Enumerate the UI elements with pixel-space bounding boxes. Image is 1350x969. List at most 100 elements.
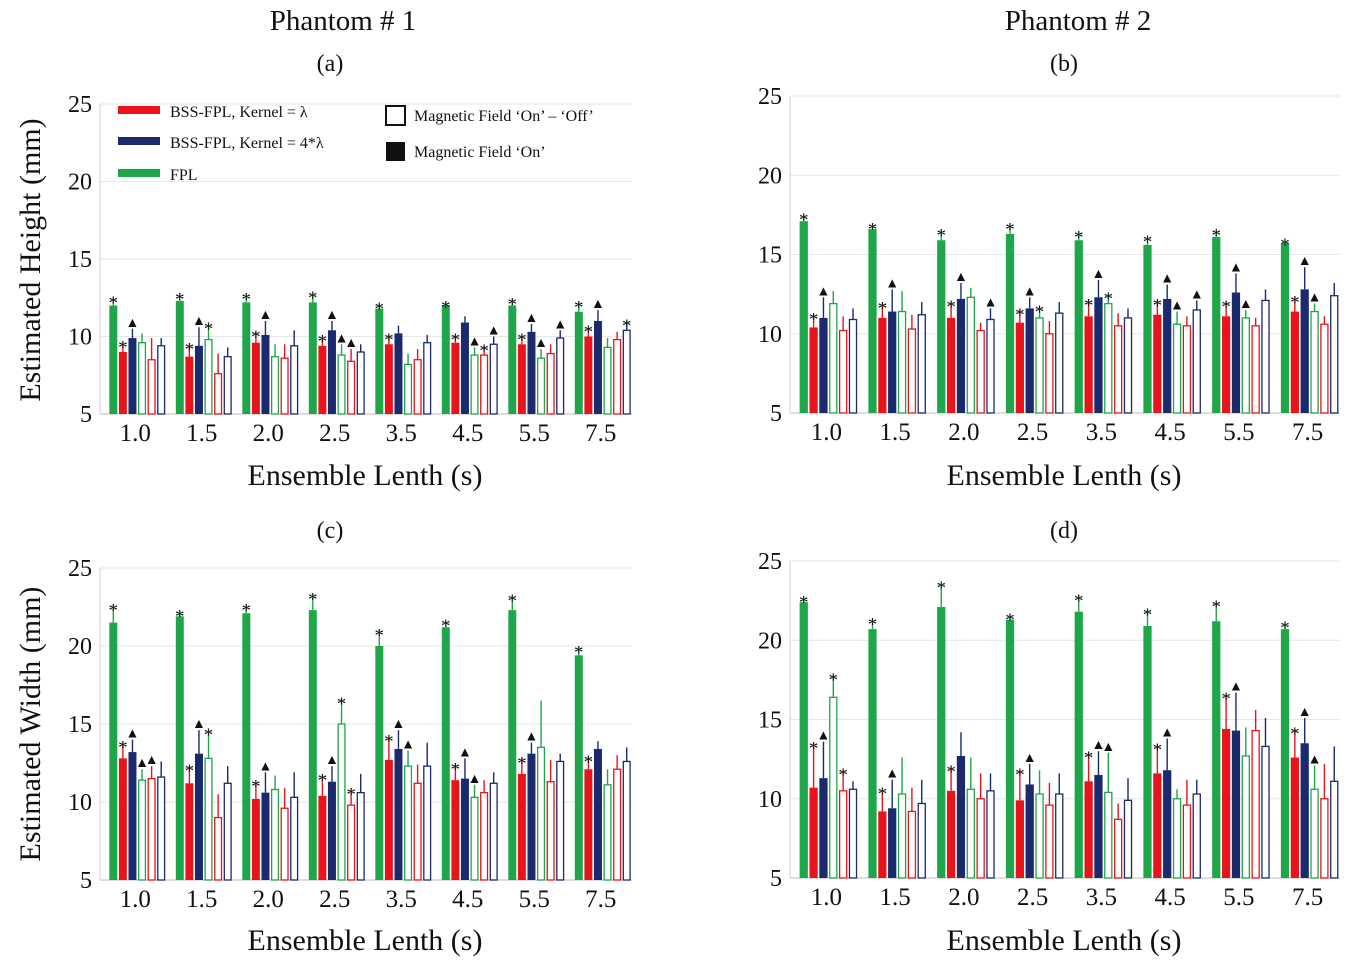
bar xyxy=(799,221,808,413)
bar xyxy=(470,796,479,881)
significance-asterisk: * xyxy=(584,752,594,773)
significance-asterisk: * xyxy=(109,600,119,621)
significance-asterisk: * xyxy=(1005,219,1015,240)
significance-asterisk: * xyxy=(1153,740,1163,761)
bar xyxy=(829,302,838,414)
bar xyxy=(1143,244,1152,413)
significance-asterisk: * xyxy=(517,753,527,774)
significance-triangle: ▲ xyxy=(1101,740,1115,755)
bar xyxy=(1153,314,1162,413)
significance-triangle: ▲ xyxy=(954,270,968,285)
bar xyxy=(593,748,602,880)
bar xyxy=(489,343,498,415)
bar xyxy=(897,793,907,879)
bar xyxy=(584,769,593,880)
significance-asterisk: * xyxy=(1280,235,1290,256)
significance-asterisk: * xyxy=(574,297,584,318)
panel-label-c: (c) xyxy=(317,518,344,544)
bar xyxy=(556,337,565,415)
significance-triangle: ▲ xyxy=(344,336,358,351)
bar xyxy=(489,782,498,881)
significance-asterisk: * xyxy=(204,319,214,340)
significance-asterisk: * xyxy=(809,738,819,759)
significance-asterisk: * xyxy=(946,762,956,783)
bar xyxy=(799,602,808,878)
bar xyxy=(270,355,280,415)
bar xyxy=(966,296,975,414)
significance-triangle: ▲ xyxy=(325,753,339,768)
bar xyxy=(527,331,536,414)
bar xyxy=(1241,317,1250,414)
bar xyxy=(1074,611,1083,878)
x-tick-label: 5.5 xyxy=(519,420,550,447)
y-tick-label: 25 xyxy=(758,549,782,575)
significance-triangle: ▲ xyxy=(817,729,831,744)
significance-triangle: ▲ xyxy=(534,336,548,351)
bar xyxy=(128,752,137,880)
significance-asterisk: * xyxy=(937,578,947,599)
bar xyxy=(137,342,147,415)
significance-triangle: ▲ xyxy=(401,738,415,753)
bar xyxy=(1025,784,1034,878)
legend-swatch-bss-4lambda xyxy=(118,137,160,145)
bar xyxy=(175,300,184,414)
significance-triangle: ▲ xyxy=(1308,752,1322,767)
bar xyxy=(603,346,612,415)
significance-triangle: ▲ xyxy=(126,727,140,742)
bar xyxy=(537,746,546,881)
bar xyxy=(308,610,317,880)
significance-asterisk: * xyxy=(479,341,489,362)
bar xyxy=(261,334,270,414)
bar xyxy=(1104,302,1113,414)
significance-asterisk: * xyxy=(829,670,839,691)
bar xyxy=(1084,781,1093,878)
bar xyxy=(384,759,393,880)
significance-triangle: ▲ xyxy=(1160,272,1174,287)
bar xyxy=(157,345,166,415)
bar xyxy=(1055,312,1064,414)
significance-asterisk: * xyxy=(868,219,878,240)
bar xyxy=(223,355,232,415)
significance-asterisk: * xyxy=(878,299,888,320)
x-tick-label: 7.5 xyxy=(585,420,616,447)
x-tick-label: 3.5 xyxy=(386,420,417,447)
y-tick-label: 10 xyxy=(68,325,92,351)
significance-asterisk: * xyxy=(451,760,461,781)
bar xyxy=(1290,757,1299,878)
bar xyxy=(838,329,848,414)
x-tick-label: 3.5 xyxy=(1086,419,1117,446)
significance-asterisk: * xyxy=(441,297,451,318)
significance-asterisk: * xyxy=(175,290,185,311)
significance-triangle: ▲ xyxy=(1170,299,1184,314)
x-tick-label: 3.5 xyxy=(1086,884,1117,911)
bar xyxy=(1320,323,1329,414)
significance-asterisk: * xyxy=(242,600,252,621)
bar xyxy=(441,305,450,414)
significance-asterisk: * xyxy=(318,770,328,791)
significance-asterisk: * xyxy=(204,725,214,746)
bar xyxy=(384,344,393,414)
bar xyxy=(956,755,966,878)
significance-asterisk: * xyxy=(1015,305,1025,326)
x-tick-label: 1.5 xyxy=(186,886,217,913)
x-tick-label: 2.0 xyxy=(253,886,284,913)
bar xyxy=(308,302,317,414)
bar xyxy=(622,760,631,881)
bar xyxy=(1005,233,1015,413)
bar xyxy=(537,357,546,415)
significance-asterisk: * xyxy=(878,784,888,805)
bar xyxy=(1300,743,1309,878)
bar xyxy=(888,808,897,878)
significance-asterisk: * xyxy=(517,330,527,351)
chart-panel-c: 510152025**▲▲▲1.0**▲*1.5**▲2.0**▲**2.5**… xyxy=(68,556,632,913)
x-tick-label: 1.0 xyxy=(120,886,151,913)
bar xyxy=(976,329,985,414)
bar xyxy=(157,776,166,881)
y-tick-label: 15 xyxy=(68,712,92,738)
y-tick-label: 5 xyxy=(80,868,92,894)
bar xyxy=(1251,729,1260,879)
bar xyxy=(838,790,848,879)
bar xyxy=(1035,317,1044,414)
significance-triangle: ▲ xyxy=(145,753,159,768)
x-tick-label: 2.5 xyxy=(319,886,350,913)
